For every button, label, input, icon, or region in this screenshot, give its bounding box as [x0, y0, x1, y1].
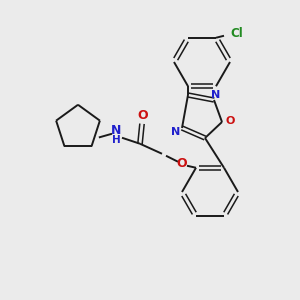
Text: N: N	[212, 90, 220, 100]
Text: O: O	[177, 157, 187, 170]
Text: N: N	[111, 124, 121, 137]
Text: H: H	[112, 135, 120, 145]
Text: O: O	[225, 116, 235, 126]
Text: N: N	[171, 127, 181, 137]
Text: Cl: Cl	[230, 27, 243, 40]
Text: O: O	[138, 109, 148, 122]
